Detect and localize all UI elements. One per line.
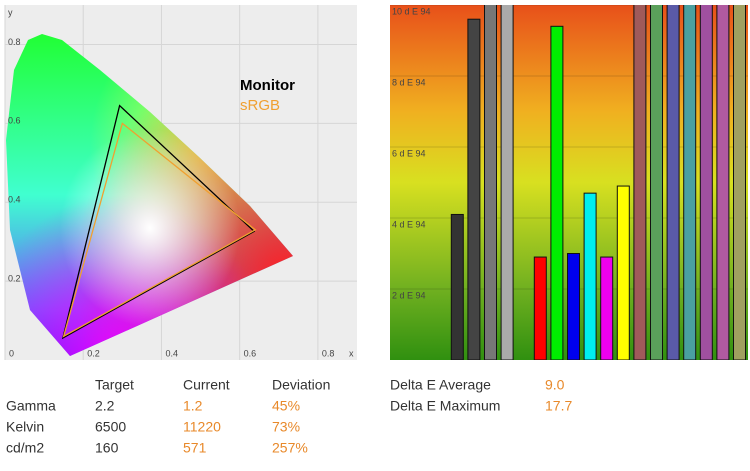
table-cell: 2.2 xyxy=(95,398,115,414)
table-cell: 9.0 xyxy=(545,377,565,393)
y-tick-label: 0.4 xyxy=(8,195,21,205)
bar xyxy=(666,5,680,360)
table-cell: 160 xyxy=(95,440,119,456)
y-tick-label: 8 d E 94 xyxy=(392,77,426,87)
y-tick-label: 0.2 xyxy=(8,273,21,283)
bar xyxy=(450,213,464,360)
table-cell: Gamma xyxy=(6,398,56,414)
y-axis-label: y xyxy=(8,7,13,17)
x-tick-label: 0.2 xyxy=(87,348,100,358)
bar xyxy=(583,192,597,360)
bar xyxy=(733,5,746,360)
table-cell: Delta E Maximum xyxy=(390,398,500,414)
bar xyxy=(533,256,547,360)
table-cell: 1.2 xyxy=(183,398,203,414)
x-tick-label: 0.8 xyxy=(322,348,335,358)
bar xyxy=(467,18,481,360)
bar xyxy=(650,5,663,360)
x-axis-label: x xyxy=(349,348,354,358)
table-cell: 73% xyxy=(272,419,300,435)
bar xyxy=(550,25,564,360)
bar xyxy=(716,5,730,360)
table-cell: 257% xyxy=(272,440,308,456)
bars xyxy=(390,5,748,360)
gamut-triangle xyxy=(61,104,256,340)
table-header: Deviation xyxy=(272,377,330,393)
table-cell: cd/m2 xyxy=(6,440,44,456)
x-tick-label: 0.6 xyxy=(244,348,257,358)
table-cell: 11220 xyxy=(183,419,221,435)
table-cell: 17.7 xyxy=(545,398,572,414)
gamut-triangle xyxy=(62,122,257,338)
table-cell: 571 xyxy=(183,440,207,456)
y-tick-label: 0.8 xyxy=(8,37,21,47)
bar xyxy=(600,256,614,360)
table-cell: Delta E Average xyxy=(390,377,491,393)
y-tick-label: 6 d E 94 xyxy=(392,148,426,158)
y-tick-label: 2 d E 94 xyxy=(392,290,426,300)
bar xyxy=(500,5,514,360)
table-header: Current xyxy=(183,377,230,393)
y-tick-label: 4 d E 94 xyxy=(392,219,426,229)
table-cell: Kelvin xyxy=(6,419,44,435)
table-header: Target xyxy=(95,377,134,393)
bar xyxy=(484,5,497,360)
bar xyxy=(567,253,580,360)
y-tick-label: 10 d E 94 xyxy=(392,6,431,16)
legend-entry: sRGB xyxy=(240,97,280,114)
bar xyxy=(699,5,713,360)
table-cell: 45% xyxy=(272,398,300,414)
table-cell: 6500 xyxy=(95,419,126,435)
bar xyxy=(633,5,647,360)
bar xyxy=(683,5,697,360)
y-tick-label: 0.6 xyxy=(8,116,21,126)
bar xyxy=(616,185,630,360)
x-tick-label: 0.4 xyxy=(165,348,178,358)
x-tick-label: 0 xyxy=(9,348,14,358)
legend-entry: Monitor xyxy=(240,77,295,94)
